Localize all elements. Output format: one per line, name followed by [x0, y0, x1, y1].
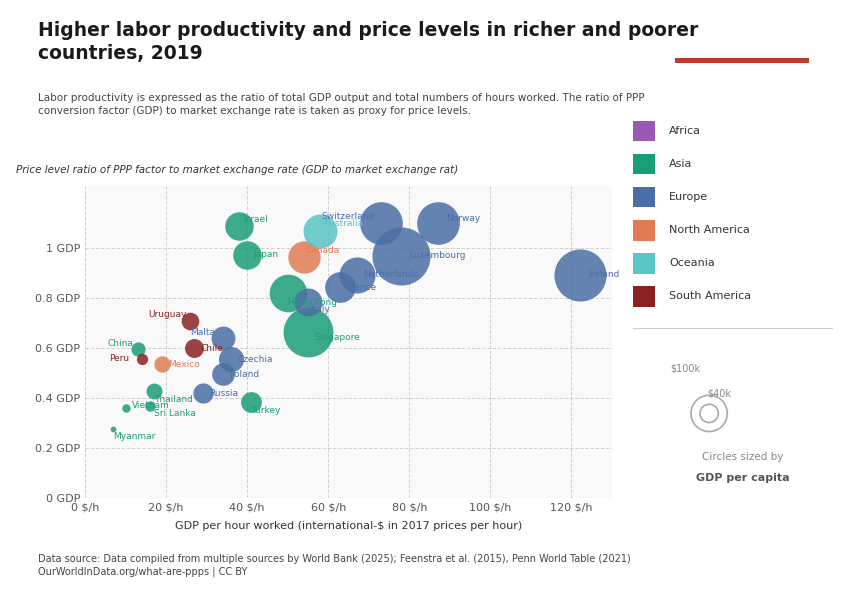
- Text: Oceania: Oceania: [669, 259, 715, 268]
- FancyBboxPatch shape: [633, 121, 655, 142]
- Text: Canada: Canada: [306, 247, 340, 256]
- Text: Turkey: Turkey: [252, 406, 280, 415]
- Point: [573, 270, 586, 280]
- Text: South America: South America: [669, 292, 751, 301]
- Point: [188, 343, 201, 353]
- FancyBboxPatch shape: [633, 187, 655, 208]
- Text: Circles sized by: Circles sized by: [702, 452, 784, 461]
- Text: France: France: [347, 283, 377, 292]
- Text: Poland: Poland: [229, 370, 259, 379]
- Text: Australia: Australia: [324, 220, 365, 229]
- Text: Mexico: Mexico: [168, 360, 200, 369]
- Point: [301, 327, 314, 337]
- Point: [702, 409, 716, 418]
- Point: [350, 270, 364, 280]
- Text: Higher labor productivity and price levels in richer and poorer
countries, 2019: Higher labor productivity and price leve…: [38, 21, 699, 64]
- Text: Labor productivity is expressed as the ratio of total GDP output and total numbe: Labor productivity is expressed as the r…: [38, 93, 645, 116]
- Text: GDP per capita: GDP per capita: [696, 473, 790, 483]
- X-axis label: GDP per hour worked (international-$ in 2017 prices per hour): GDP per hour worked (international-$ in …: [175, 521, 522, 531]
- Text: Europe: Europe: [669, 192, 708, 202]
- Point: [143, 401, 156, 410]
- Point: [184, 316, 197, 326]
- Text: Switzerland: Switzerland: [321, 212, 375, 221]
- Point: [135, 355, 149, 364]
- Point: [314, 226, 327, 236]
- Text: Malta: Malta: [190, 328, 215, 337]
- Text: Chile: Chile: [201, 344, 224, 353]
- Point: [374, 218, 388, 228]
- Text: Myanmar: Myanmar: [113, 433, 156, 442]
- Point: [147, 386, 161, 395]
- Text: Hong Kong: Hong Kong: [287, 298, 337, 307]
- Point: [224, 355, 238, 364]
- Text: Price level ratio of PPP factor to market exchange rate (GDP to market exchange : Price level ratio of PPP factor to marke…: [16, 165, 459, 175]
- Text: North America: North America: [669, 225, 750, 235]
- Text: Russia: Russia: [208, 389, 238, 398]
- Text: Asia: Asia: [669, 159, 693, 169]
- Point: [241, 250, 254, 259]
- Point: [245, 397, 258, 407]
- Point: [333, 282, 347, 292]
- Point: [131, 344, 145, 354]
- Text: Japan: Japan: [253, 250, 278, 259]
- Text: Netherlands: Netherlands: [363, 270, 418, 279]
- Text: Sri Lanka: Sri Lanka: [154, 409, 196, 418]
- FancyBboxPatch shape: [633, 220, 655, 241]
- Text: Africa: Africa: [669, 126, 701, 136]
- Text: Ireland: Ireland: [587, 270, 619, 279]
- FancyBboxPatch shape: [633, 253, 655, 274]
- Point: [431, 218, 445, 228]
- Text: Thailand: Thailand: [154, 395, 193, 404]
- FancyBboxPatch shape: [633, 154, 655, 175]
- Point: [298, 253, 311, 262]
- Text: Peru: Peru: [110, 354, 129, 363]
- Text: Luxembourg: Luxembourg: [410, 251, 466, 260]
- Text: Italy: Italy: [310, 305, 330, 314]
- FancyBboxPatch shape: [633, 286, 655, 307]
- Text: $100k: $100k: [670, 363, 700, 373]
- Text: $40k: $40k: [707, 388, 731, 398]
- Text: Our World: Our World: [708, 21, 775, 34]
- Text: Vietnam: Vietnam: [132, 401, 169, 410]
- Point: [232, 221, 246, 231]
- Point: [702, 409, 716, 418]
- Text: Data source: Data compiled from multiple sources by World Bank (2025); Feenstra : Data source: Data compiled from multiple…: [38, 553, 631, 577]
- Text: Czechia: Czechia: [237, 355, 273, 364]
- Point: [216, 370, 230, 379]
- Point: [394, 251, 408, 260]
- Point: [119, 403, 133, 413]
- Point: [280, 289, 294, 298]
- Point: [216, 334, 230, 343]
- Point: [196, 388, 209, 398]
- Text: China: China: [108, 339, 133, 348]
- Text: Norway: Norway: [445, 214, 480, 223]
- FancyBboxPatch shape: [675, 58, 808, 63]
- Point: [156, 359, 169, 369]
- Point: [106, 425, 120, 434]
- Text: Singapore: Singapore: [314, 332, 360, 341]
- Point: [301, 297, 314, 307]
- Text: in Data: in Data: [717, 42, 766, 55]
- Text: Uruguay: Uruguay: [148, 310, 186, 319]
- Text: Israel: Israel: [243, 215, 268, 224]
